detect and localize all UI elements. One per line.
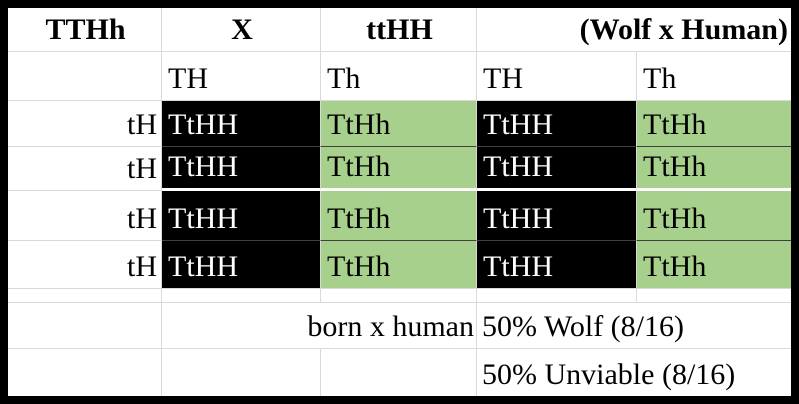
punnett-cell: TtHh xyxy=(321,191,477,241)
punnett-cell: TtHH xyxy=(477,147,637,191)
side-gamete-cell: tH xyxy=(8,241,162,289)
top-gamete-cell: TH xyxy=(477,52,637,101)
empty-cell xyxy=(162,289,321,303)
punnett-cell: TtHh xyxy=(321,241,477,289)
empty-cell xyxy=(8,52,162,101)
punnett-cell: TtHH xyxy=(162,241,321,289)
punnett-cell: TtHH xyxy=(162,147,321,191)
empty-cell xyxy=(162,349,321,396)
empty-cell xyxy=(477,289,637,303)
punnett-cell: TtHH xyxy=(477,241,637,289)
header-note-cell: (Wolf x Human) xyxy=(477,8,791,52)
top-gamete-cell: TH xyxy=(162,52,321,101)
side-gamete-cell: tH xyxy=(8,147,162,191)
punnett-cell: TtHH xyxy=(477,101,637,147)
empty-cell xyxy=(8,289,162,303)
empty-cell xyxy=(321,289,477,303)
punnett-cell: TtHH xyxy=(162,191,321,241)
punnett-cell: TtHh xyxy=(637,241,791,289)
punnett-cell: TtHh xyxy=(321,147,477,191)
empty-cell xyxy=(8,349,162,396)
empty-cell xyxy=(637,289,791,303)
side-gamete-cell: tH xyxy=(8,101,162,147)
empty-cell xyxy=(8,303,162,349)
punnett-cell: TtHh xyxy=(637,101,791,147)
header-parent2-cell: ttHH xyxy=(321,8,477,52)
punnett-cell: TtHh xyxy=(321,101,477,147)
side-gamete-cell: tH xyxy=(8,191,162,241)
header-parent1-cell: TTHh xyxy=(8,8,162,52)
header-cross-symbol-cell: X xyxy=(162,8,321,52)
cross-note-cell: born x human xyxy=(162,303,477,349)
punnett-cell: TtHH xyxy=(477,191,637,241)
punnett-cell: TtHH xyxy=(162,101,321,147)
top-gamete-cell: Th xyxy=(321,52,477,101)
empty-cell xyxy=(321,349,477,396)
top-gamete-cell: Th xyxy=(637,52,791,101)
wolf-result-cell: 50% Wolf (8/16) xyxy=(477,303,791,349)
punnett-cell: TtHh xyxy=(637,147,791,191)
punnett-cell: TtHh xyxy=(637,191,791,241)
unviable-result-cell: 50% Unviable (8/16) xyxy=(477,349,791,396)
